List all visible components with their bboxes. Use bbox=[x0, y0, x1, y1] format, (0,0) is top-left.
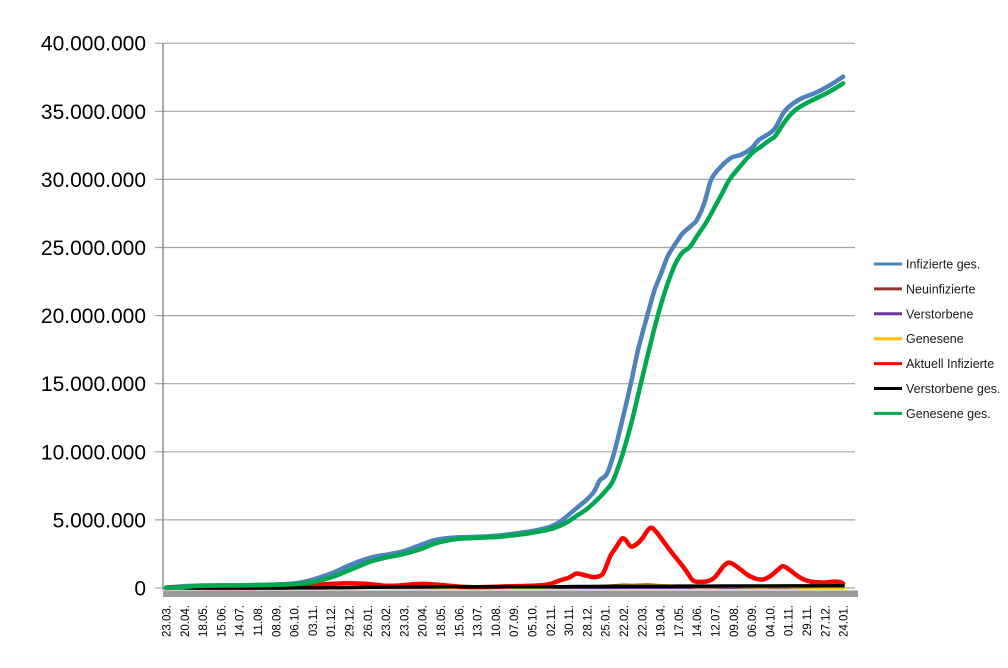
x-axis-tick-label: 24.01. bbox=[839, 605, 851, 637]
legend-item: Genesene ges. bbox=[874, 407, 991, 421]
x-axis-tick-label: 14.07. bbox=[235, 605, 247, 637]
y-axis-tick-label: 15.000.000 bbox=[41, 373, 146, 396]
y-axis-tick-label: 40.000.000 bbox=[41, 33, 146, 56]
x-axis-tick-label: 23.03. bbox=[399, 605, 411, 637]
x-axis-tick-label: 02.11. bbox=[546, 605, 558, 636]
x-axis-tick-label: 19.04. bbox=[656, 605, 668, 637]
legend-item-label: Verstorbene ges. bbox=[906, 382, 1001, 396]
x-axis-tick-label: 29.11. bbox=[802, 605, 814, 636]
x-axis-tick-label: 27.12. bbox=[820, 605, 832, 637]
legend-item-label: Infizierte ges. bbox=[906, 258, 980, 272]
x-axis-tick-label: 15.06. bbox=[454, 605, 466, 637]
legend-item: Verstorbene ges. bbox=[874, 382, 1001, 396]
x-axis-tick-label: 20.04. bbox=[180, 605, 192, 637]
y-axis-tick-label: 30.000.000 bbox=[41, 169, 146, 192]
x-axis-baseline-bar bbox=[163, 591, 858, 598]
x-axis-tick-label: 13.07. bbox=[473, 605, 485, 637]
y-axis-tick-label: 10.000.000 bbox=[41, 441, 146, 464]
x-axis-tick-label: 23.03. bbox=[162, 605, 174, 637]
x-axis-tick-label: 06.10. bbox=[290, 605, 302, 637]
x-axis-tick-label: 18.05. bbox=[436, 605, 448, 637]
x-axis-tick-label: 05.10. bbox=[528, 605, 540, 637]
y-axis-tick-label: 25.000.000 bbox=[41, 237, 146, 260]
x-axis-tick-label: 15.06. bbox=[216, 605, 228, 637]
x-axis-tick-label: 01.12. bbox=[326, 605, 338, 637]
series-line-infizierte-ges bbox=[166, 77, 843, 588]
x-axis-tick-label: 25.01. bbox=[601, 605, 613, 637]
x-axis-tick-label: 12.07. bbox=[711, 605, 723, 637]
legend-item-label: Genesene ges. bbox=[906, 407, 991, 421]
x-axis-tick-label: 20.04. bbox=[418, 605, 430, 637]
x-axis-tick-label: 22.02. bbox=[619, 605, 631, 637]
x-axis-tick-label: 06.09. bbox=[747, 605, 759, 637]
legend-item: Neuinfizierte bbox=[874, 282, 976, 296]
legend-item: Infizierte ges. bbox=[874, 258, 980, 272]
x-axis-tick-label: 18.05. bbox=[198, 605, 210, 637]
x-axis-tick-label: 01.11. bbox=[784, 605, 796, 636]
y-axis-tick-label: 0 bbox=[134, 578, 146, 601]
x-axis-tick-label: 04.10. bbox=[765, 605, 777, 637]
x-axis-tick-label: 30.11. bbox=[564, 605, 576, 636]
x-axis-tick-label: 03.11. bbox=[308, 605, 320, 636]
x-axis-tick-label: 29.12. bbox=[345, 605, 357, 637]
x-axis-tick-label: 10.08. bbox=[491, 605, 503, 637]
x-axis-tick-label: 11.08. bbox=[253, 605, 265, 636]
x-axis-tick-label: 14.06. bbox=[692, 605, 704, 637]
series-line-genesene-ges bbox=[166, 83, 843, 588]
y-axis-tick-label: 35.000.000 bbox=[41, 101, 146, 124]
legend-item: Aktuell Infizierte bbox=[874, 357, 994, 371]
legend-item-label: Neuinfizierte bbox=[906, 282, 976, 296]
legend-item-label: Genesene bbox=[906, 332, 964, 346]
y-axis-tick-label: 5.000.000 bbox=[53, 509, 146, 532]
x-axis-tick-label: 09.08. bbox=[729, 605, 741, 637]
x-axis-tick-label: 23.02. bbox=[381, 605, 393, 637]
y-axis-tick-label: 20.000.000 bbox=[41, 305, 146, 328]
legend-item-label: Verstorbene bbox=[906, 307, 973, 321]
x-axis-tick-label: 07.09. bbox=[509, 605, 521, 637]
x-axis-tick-label: 22.03. bbox=[637, 605, 649, 637]
legend-item-label: Aktuell Infizierte bbox=[906, 357, 994, 371]
legend-item: Genesene bbox=[874, 332, 964, 346]
x-axis-tick-label: 26.01. bbox=[363, 605, 375, 637]
x-axis-tick-label: 08.09. bbox=[271, 605, 283, 637]
x-axis-tick-label: 17.05. bbox=[674, 605, 686, 637]
legend-item: Verstorbene bbox=[874, 307, 973, 321]
x-axis-tick-label: 28.12. bbox=[582, 605, 594, 637]
